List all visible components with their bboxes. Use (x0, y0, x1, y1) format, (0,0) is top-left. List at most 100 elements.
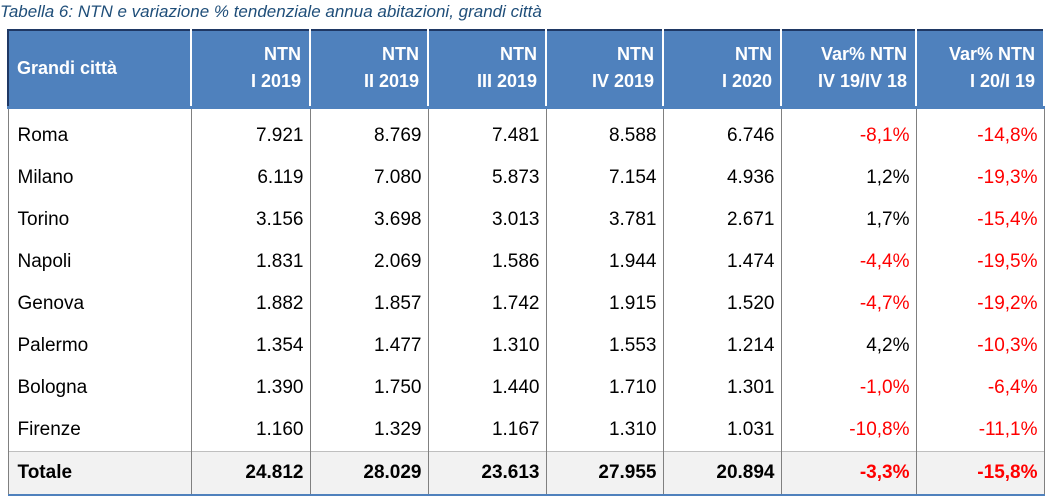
variation-cell: -10,8% (780, 409, 917, 451)
total-row: Totale 24.812 28.029 23.613 27.955 20.894 -3,3… (7, 450, 1045, 496)
value-cell: 27.955 (545, 450, 664, 496)
header-line2: IV 2019 (591, 71, 654, 92)
variation-cell: -19,2% (915, 283, 1045, 325)
table-row: Genova 1.882 1.857 1.742 1.915 1.520 -4,7% -19,… (7, 283, 1045, 325)
value-cell: 7.154 (545, 157, 664, 199)
variation-cell: -8,1% (780, 105, 917, 157)
value-cell: 1.586 (427, 241, 547, 283)
value-cell: 23.613 (427, 450, 547, 496)
variation-cell: -19,3% (915, 157, 1045, 199)
variation-cell: 1,2% (780, 157, 917, 199)
header-line2: I 2020 (721, 71, 772, 92)
value-cell: 7.481 (427, 105, 547, 157)
header-line2: II 2019 (363, 71, 419, 92)
header-col-6: Var% NTN IV 19/IV 18 (780, 30, 917, 107)
header-line1: Var% NTN (948, 44, 1035, 65)
value-cell: 1.354 (190, 325, 311, 367)
value-cell: 7.080 (309, 157, 429, 199)
value-cell: 4.936 (662, 157, 782, 199)
variation-cell: -1,0% (780, 367, 917, 409)
table-row: Torino 3.156 3.698 3.013 3.781 2.671 1,7% -15,4… (7, 199, 1045, 241)
value-cell: 3.156 (190, 199, 311, 241)
value-cell: 24.812 (190, 450, 311, 496)
value-cell: 1.301 (662, 367, 782, 409)
variation-cell: -19,5% (915, 241, 1045, 283)
value-cell: 1.440 (427, 367, 547, 409)
variation-cell: 1,7% (780, 199, 917, 241)
city-cell: Totale (7, 450, 192, 496)
header-col-7: Var% NTN I 20/I 19 (915, 30, 1045, 107)
city-cell: Milano (7, 157, 192, 199)
header-line1: NTN (264, 44, 301, 65)
value-cell: 1.214 (662, 325, 782, 367)
city-cell: Genova (7, 283, 192, 325)
value-cell: 7.921 (190, 105, 311, 157)
value-cell: 8.769 (309, 105, 429, 157)
header-line2: I 20/I 19 (969, 71, 1035, 92)
value-cell: 1.167 (427, 409, 547, 451)
table-caption: Tabella 6: NTN e variazione % tendenzial… (0, 2, 542, 21)
city-cell: Napoli (7, 241, 192, 283)
variation-cell: -6,4% (915, 367, 1045, 409)
value-cell: 1.944 (545, 241, 664, 283)
table-body: Roma 7.921 8.769 7.481 8.588 6.746 -8,1% -14,8%… (7, 105, 1045, 496)
header-col-2: NTN II 2019 (309, 30, 429, 107)
header-line2: IV 19/IV 18 (817, 71, 907, 92)
value-cell: 6.746 (662, 105, 782, 157)
variation-cell: -4,7% (780, 283, 917, 325)
value-cell: 6.119 (190, 157, 311, 199)
variation-cell: -14,8% (915, 105, 1045, 157)
table-row: Bologna 1.390 1.750 1.440 1.710 1.301 -1,0% -6,… (7, 367, 1045, 409)
value-cell: 1.857 (309, 283, 429, 325)
table-row: Firenze 1.160 1.329 1.167 1.310 1.031 -10,8% -1… (7, 409, 1045, 451)
value-cell: 3.698 (309, 199, 429, 241)
header-line1: NTN (735, 44, 772, 65)
value-cell: 1.882 (190, 283, 311, 325)
table-header: Grandi città NTN I 2019 NTN II 2019 NTN III… (7, 30, 1045, 107)
header-line2: I 2019 (250, 71, 301, 92)
value-cell: 1.477 (309, 325, 429, 367)
city-cell: Torino (7, 199, 192, 241)
variation-cell: -15,8% (915, 450, 1045, 496)
value-cell: 1.031 (662, 409, 782, 451)
table-row: Palermo 1.354 1.477 1.310 1.553 1.214 4,2% -10,… (7, 325, 1045, 367)
variation-cell: -10,3% (915, 325, 1045, 367)
city-cell: Palermo (7, 325, 192, 367)
city-cell: Roma (7, 105, 192, 157)
header-row: Grandi città NTN I 2019 NTN II 2019 NTN III… (7, 30, 1045, 107)
city-cell: Bologna (7, 367, 192, 409)
value-cell: 3.781 (545, 199, 664, 241)
value-cell: 1.310 (545, 409, 664, 451)
variation-cell: -11,1% (915, 409, 1045, 451)
header-line1: NTN (500, 44, 537, 65)
value-cell: 20.894 (662, 450, 782, 496)
value-cell: 1.750 (309, 367, 429, 409)
value-cell: 1.915 (545, 283, 664, 325)
value-cell: 1.831 (190, 241, 311, 283)
header-line1: NTN (382, 44, 419, 65)
header-col-5: NTN I 2020 (662, 30, 782, 107)
value-cell: 1.710 (545, 367, 664, 409)
value-cell: 1.310 (427, 325, 547, 367)
value-cell: 1.390 (190, 367, 311, 409)
value-cell: 1.474 (662, 241, 782, 283)
city-cell: Firenze (7, 409, 192, 451)
value-cell: 3.013 (427, 199, 547, 241)
header-city: Grandi città (7, 30, 192, 107)
value-cell: 1.520 (662, 283, 782, 325)
value-cell: 1.329 (309, 409, 429, 451)
variation-cell: -15,4% (915, 199, 1045, 241)
variation-cell: -3,3% (780, 450, 917, 496)
value-cell: 5.873 (427, 157, 547, 199)
header-line1: Var% NTN (820, 44, 907, 65)
value-cell: 1.160 (190, 409, 311, 451)
value-cell: 2.069 (309, 241, 429, 283)
header-col-4: NTN IV 2019 (545, 30, 664, 107)
value-cell: 28.029 (309, 450, 429, 496)
variation-cell: 4,2% (780, 325, 917, 367)
header-col-3: NTN III 2019 (427, 30, 547, 107)
header-line1: NTN (617, 44, 654, 65)
table-row: Napoli 1.831 2.069 1.586 1.944 1.474 -4,4% -19,… (7, 241, 1045, 283)
variation-cell: -4,4% (780, 241, 917, 283)
table-row: Milano 6.119 7.080 5.873 7.154 4.936 1,2% -19,3… (7, 157, 1045, 199)
